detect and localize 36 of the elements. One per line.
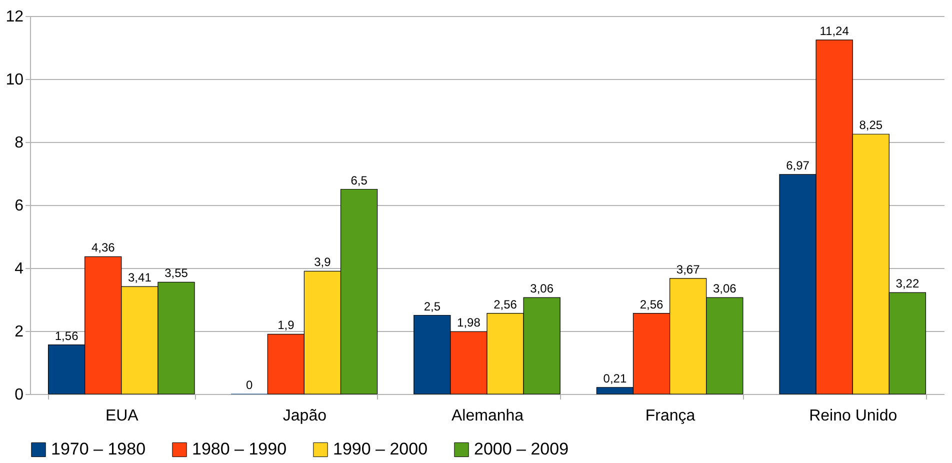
y-tick-label: 6	[14, 198, 24, 214]
y-tick-label: 2	[14, 324, 24, 340]
data-label: 3,06	[530, 282, 554, 296]
data-label: 0	[246, 378, 254, 392]
data-label: 2,56	[494, 297, 518, 312]
y-tick-label: 4	[14, 260, 24, 278]
y-tick-label: 0	[14, 386, 24, 404]
x-tick-label: Japão	[282, 408, 327, 424]
data-label: 3,41	[128, 270, 152, 285]
legend-label: 1990 – 2000	[333, 440, 428, 459]
x-tick-label: França	[645, 408, 696, 424]
data-label: 4,36	[91, 240, 116, 255]
x-tick-label: Reino Unido	[809, 408, 898, 424]
legend-label: 1980 – 1990	[192, 440, 287, 459]
legend-label: 2000 – 2009	[474, 440, 569, 459]
data-label: 1,56	[54, 328, 79, 343]
data-label: 0,21	[603, 371, 627, 386]
data-label: 11,24	[820, 24, 850, 38]
x-tick-label: EUA	[105, 408, 139, 424]
data-label: 8,25	[859, 118, 883, 132]
data-label: 2,5	[424, 299, 441, 314]
data-label: 3,9	[314, 255, 332, 270]
data-label: 6,5	[350, 173, 368, 188]
data-label: 3,55	[164, 266, 188, 280]
x-tick-label: Alemanha	[451, 408, 524, 424]
data-label: 3,67	[676, 262, 700, 276]
y-tick-label: 8	[14, 134, 24, 152]
y-tick-label: 12	[6, 8, 24, 26]
data-label: 6,97	[786, 158, 810, 172]
data-label: 1,9	[278, 318, 295, 332]
data-label: 3,06	[712, 282, 737, 296]
data-label: 2,56	[640, 297, 664, 312]
y-tick-label: 10	[6, 72, 24, 88]
data-label: 1,98	[457, 316, 481, 330]
data-label: 3,22	[896, 276, 920, 291]
legend-label: 1970 – 1980	[51, 440, 146, 459]
